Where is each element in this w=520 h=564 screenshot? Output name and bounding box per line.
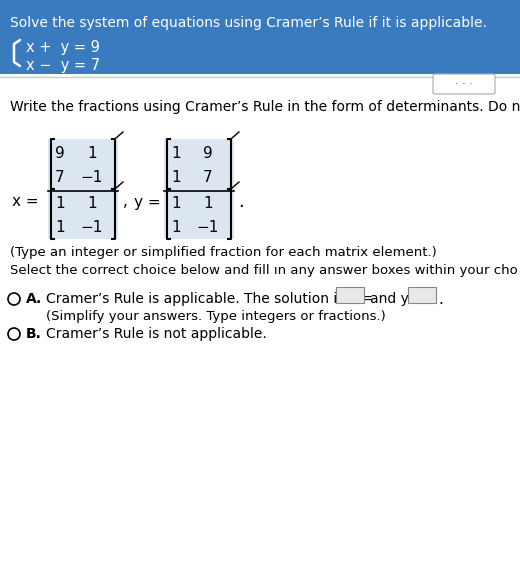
Bar bbox=[408, 287, 436, 303]
Text: 1: 1 bbox=[87, 146, 97, 161]
Text: 9: 9 bbox=[55, 146, 65, 161]
Bar bbox=[336, 287, 364, 303]
Bar bbox=[164, 139, 234, 189]
Text: 1: 1 bbox=[87, 196, 97, 210]
Text: and y =: and y = bbox=[370, 292, 425, 306]
Text: (Simplify your answers. Type integers or fractions.): (Simplify your answers. Type integers or… bbox=[46, 310, 386, 323]
Text: .: . bbox=[438, 292, 443, 307]
Text: x =: x = bbox=[12, 195, 38, 209]
Text: ,: , bbox=[123, 195, 128, 209]
Circle shape bbox=[8, 293, 20, 305]
Text: x −  y = 7: x − y = 7 bbox=[26, 58, 100, 73]
Text: 9: 9 bbox=[203, 146, 213, 161]
Text: 7: 7 bbox=[203, 170, 213, 186]
Text: A.: A. bbox=[26, 292, 42, 306]
FancyBboxPatch shape bbox=[433, 74, 495, 94]
Text: Cramer’s Rule is applicable. The solution is x =: Cramer’s Rule is applicable. The solutio… bbox=[46, 292, 373, 306]
Bar bbox=[164, 189, 234, 239]
Text: Cramer’s Rule is not applicable.: Cramer’s Rule is not applicable. bbox=[46, 327, 267, 341]
Text: (Type an integer or simplified fraction for each matrix element.): (Type an integer or simplified fraction … bbox=[10, 246, 437, 259]
Text: 1: 1 bbox=[171, 146, 181, 161]
Text: 1: 1 bbox=[203, 196, 213, 210]
Text: 1: 1 bbox=[55, 221, 65, 236]
Text: −1: −1 bbox=[197, 221, 219, 236]
Circle shape bbox=[8, 328, 20, 340]
Text: Write the fractions using Cramer’s Rule in the form of determinants. Do no: Write the fractions using Cramer’s Rule … bbox=[10, 100, 520, 114]
Text: 1: 1 bbox=[55, 196, 65, 210]
Text: −1: −1 bbox=[81, 170, 103, 186]
Text: B.: B. bbox=[26, 327, 42, 341]
Text: x +  y = 9: x + y = 9 bbox=[26, 40, 100, 55]
Text: 7: 7 bbox=[55, 170, 65, 186]
Text: Select the correct choice below and fill ın any answer boxes within your cho: Select the correct choice below and fill… bbox=[10, 264, 518, 277]
Text: −1: −1 bbox=[81, 221, 103, 236]
Text: Solve the system of equations using Cramer’s Rule if it is applicable.: Solve the system of equations using Cram… bbox=[10, 16, 487, 30]
Bar bbox=[435, 76, 493, 92]
Text: 1: 1 bbox=[171, 221, 181, 236]
Text: 1: 1 bbox=[171, 196, 181, 210]
Bar bbox=[48, 139, 118, 189]
Bar bbox=[48, 189, 118, 239]
Bar bbox=[0, 0, 520, 74]
Text: · · ·: · · · bbox=[455, 79, 473, 89]
Text: y =: y = bbox=[134, 195, 161, 209]
Text: .: . bbox=[238, 193, 244, 211]
Text: 1: 1 bbox=[171, 170, 181, 186]
